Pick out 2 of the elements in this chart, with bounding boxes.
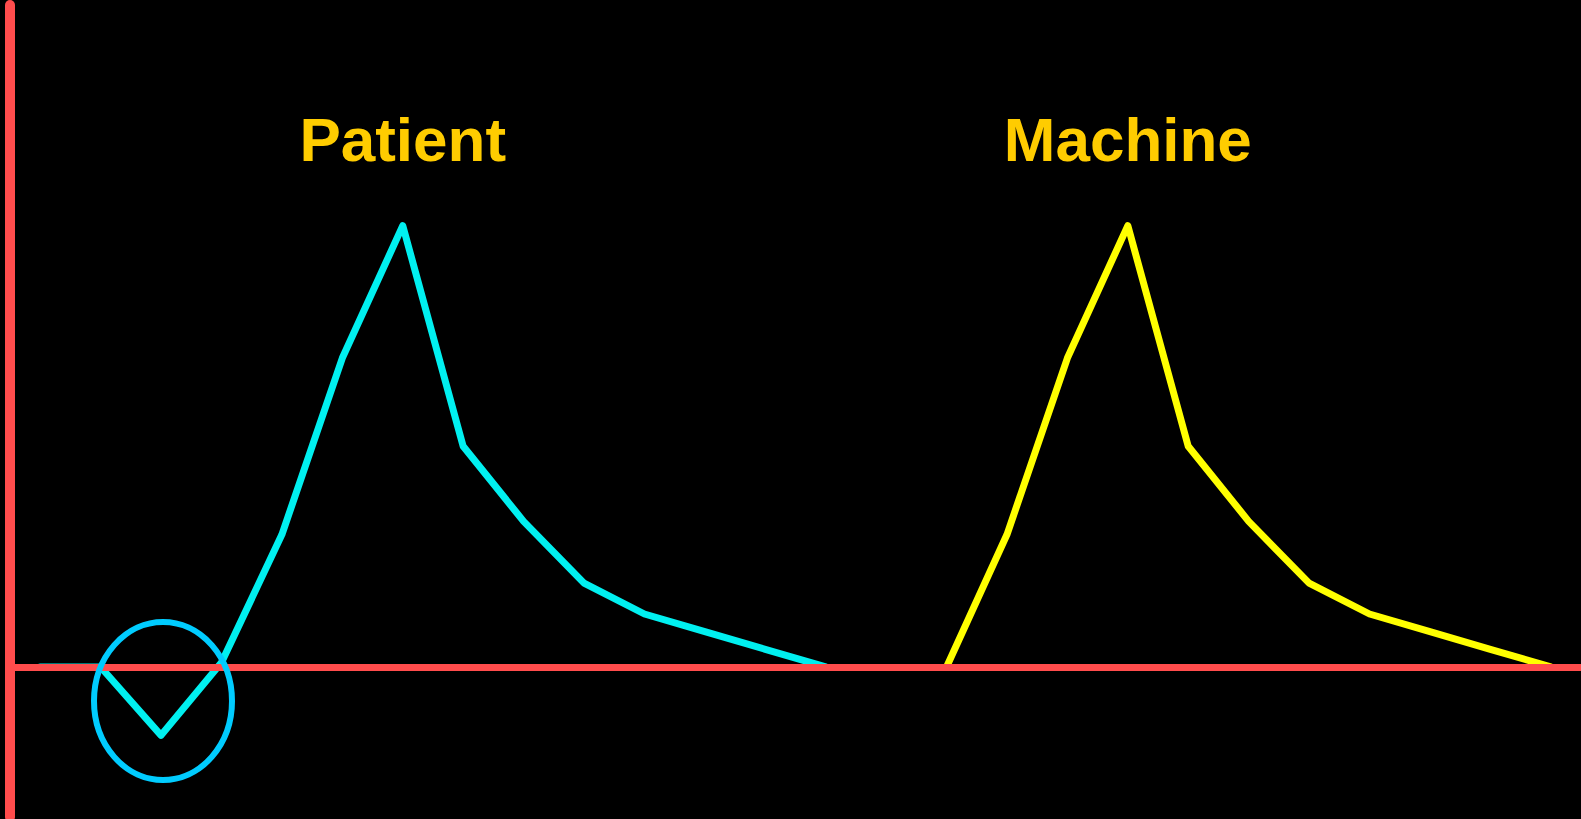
series-label: Patient xyxy=(299,105,507,175)
series-label: Machine xyxy=(1003,105,1252,175)
